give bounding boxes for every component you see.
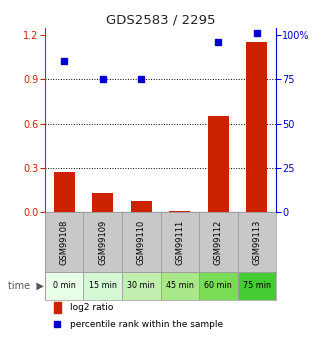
Bar [199,213,238,272]
Bar [45,213,83,272]
Bar [160,272,199,299]
Bar [208,116,229,213]
Text: 45 min: 45 min [166,281,194,290]
Bar [83,213,122,272]
Bar [199,272,238,299]
Text: log2 ratio: log2 ratio [70,303,114,312]
Bar [238,272,276,299]
Bar [238,213,276,272]
Text: 75 min: 75 min [243,281,271,290]
Text: GSM99108: GSM99108 [60,219,69,265]
Text: time  ▶: time ▶ [8,281,44,290]
Title: GDS2583 / 2295: GDS2583 / 2295 [106,13,215,27]
Text: percentile rank within the sample: percentile rank within the sample [70,320,223,329]
Text: 0 min: 0 min [53,281,75,290]
Text: 30 min: 30 min [127,281,155,290]
Bar [92,193,113,213]
Bar [54,172,75,213]
Text: GSM99111: GSM99111 [175,219,184,265]
Bar [246,42,267,213]
Bar [131,200,152,213]
Bar [122,272,160,299]
Text: GSM99109: GSM99109 [98,219,107,265]
Bar [169,211,190,213]
Bar [45,272,83,299]
Text: GSM99113: GSM99113 [252,219,261,265]
Bar [122,213,160,272]
Text: GSM99110: GSM99110 [137,219,146,265]
Bar [160,213,199,272]
Bar [54,302,61,313]
Bar [83,272,122,299]
Text: 15 min: 15 min [89,281,117,290]
Text: GSM99112: GSM99112 [214,219,223,265]
Text: 60 min: 60 min [204,281,232,290]
